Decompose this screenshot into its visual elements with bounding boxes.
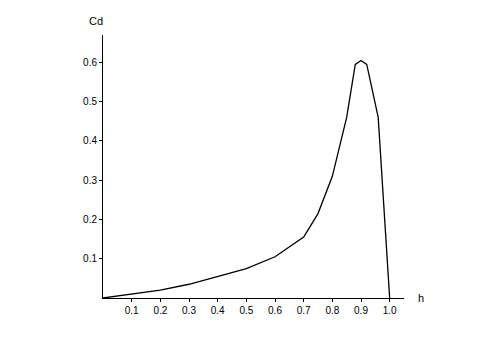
svg-text:0.5: 0.5 <box>83 96 97 107</box>
svg-text:0.2: 0.2 <box>153 305 167 316</box>
svg-text:0.1: 0.1 <box>83 253 97 264</box>
svg-text:0.7: 0.7 <box>297 305 311 316</box>
svg-text:h: h <box>418 292 424 304</box>
svg-text:0.3: 0.3 <box>182 305 196 316</box>
svg-text:0.1: 0.1 <box>125 305 139 316</box>
svg-text:0.5: 0.5 <box>239 305 253 316</box>
svg-text:0.6: 0.6 <box>268 305 282 316</box>
svg-text:1.0: 1.0 <box>383 305 397 316</box>
svg-text:0.8: 0.8 <box>325 305 339 316</box>
svg-text:0.3: 0.3 <box>83 175 97 186</box>
svg-text:0.9: 0.9 <box>354 305 368 316</box>
svg-text:Cd: Cd <box>89 15 103 27</box>
svg-text:0.4: 0.4 <box>211 305 225 316</box>
svg-text:0.6: 0.6 <box>83 57 97 68</box>
svg-text:0.2: 0.2 <box>83 214 97 225</box>
svg-text:0.4: 0.4 <box>83 135 97 146</box>
